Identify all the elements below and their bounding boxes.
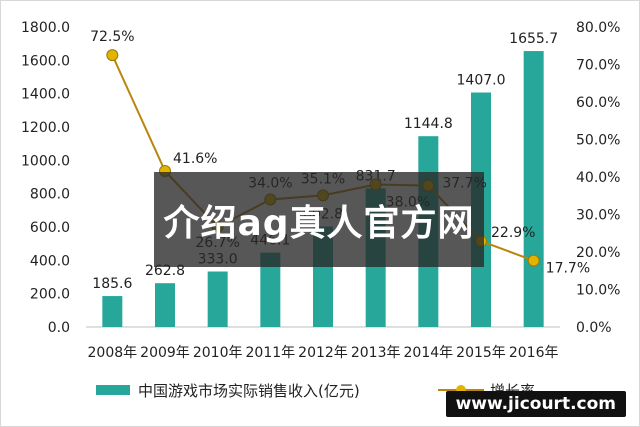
y-left-tick-label: 1600.0 <box>21 53 70 69</box>
y-right-tick-label: 20.0% <box>576 245 620 261</box>
legend-line-growth-icon <box>438 385 484 395</box>
growth-rate-data-label: 41.6% <box>173 151 217 167</box>
growth-rate-data-label: 17.7% <box>546 261 590 277</box>
x-tick-label: 2008年 <box>88 345 138 361</box>
legend-label-revenue: 中国游戏市场实际销售收入(亿元) <box>138 381 360 400</box>
y-right-tick-label: 30.0% <box>576 208 620 224</box>
y-left-tick-label: 1200.0 <box>21 120 70 136</box>
overlay-title: 介绍ag真人官方网 <box>163 202 475 244</box>
growth-rate-point <box>527 254 540 267</box>
x-tick-label: 2011年 <box>246 345 296 361</box>
y-right-tick-label: 80.0% <box>576 20 620 36</box>
growth-rate-data-label: 22.9% <box>491 225 535 241</box>
overlay-banner: 介绍ag真人官方网 <box>154 172 484 267</box>
site-watermark-badge: www.jicourt.com <box>445 391 626 417</box>
x-tick-label: 2014年 <box>404 345 454 361</box>
bar-data-label: 185.6 <box>92 276 132 292</box>
y-right-tick-label: 10.0% <box>576 283 620 299</box>
x-tick-label: 2009年 <box>140 345 190 361</box>
y-left-tick-label: 600.0 <box>30 220 70 236</box>
bar <box>155 283 175 327</box>
y-left-tick-label: 400.0 <box>30 253 70 269</box>
bar <box>260 252 281 327</box>
bar-data-label: 1407.0 <box>457 73 506 89</box>
bar-data-label: 1144.8 <box>404 116 453 132</box>
y-right-tick-label: 40.0% <box>576 170 620 186</box>
y-left-tick-label: 1800.0 <box>21 20 70 36</box>
y-right-tick-label: 60.0% <box>576 95 620 111</box>
bar <box>523 51 544 328</box>
y-right-tick-label: 0.0% <box>576 320 612 336</box>
x-tick-label: 2015年 <box>456 345 506 361</box>
bar-data-label: 262.8 <box>145 263 185 279</box>
x-tick-label: 2010年 <box>193 345 243 361</box>
x-tick-label: 2013年 <box>351 345 401 361</box>
y-left-tick-label: 0.0 <box>48 320 70 336</box>
y-left-tick-label: 1400.0 <box>21 87 70 103</box>
x-tick-label: 2016年 <box>509 345 559 361</box>
y-left-tick-label: 800.0 <box>30 187 70 203</box>
bar <box>207 271 228 327</box>
growth-rate-point <box>106 49 119 62</box>
bar <box>102 296 123 327</box>
y-left-tick-label: 1000.0 <box>21 153 70 169</box>
legend-swatch-revenue <box>96 385 130 395</box>
x-tick-label: 2012年 <box>298 345 348 361</box>
legend-item-revenue: 中国游戏市场实际销售收入(亿元) <box>96 376 360 404</box>
growth-rate-data-label: 72.5% <box>90 29 134 45</box>
y-right-tick-label: 70.0% <box>576 58 620 74</box>
y-left-tick-label: 200.0 <box>30 287 70 303</box>
bar-data-label: 1655.7 <box>509 31 558 47</box>
y-right-tick-label: 50.0% <box>576 133 620 149</box>
